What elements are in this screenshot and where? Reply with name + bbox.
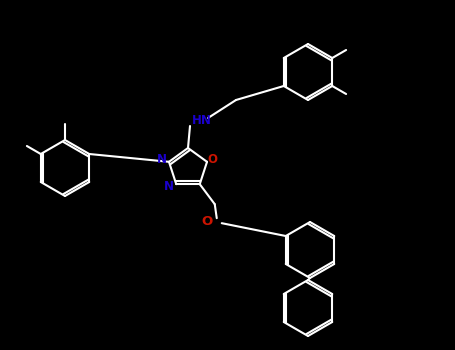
Text: O: O bbox=[201, 215, 212, 228]
Text: N: N bbox=[164, 180, 174, 193]
Text: HN: HN bbox=[192, 114, 212, 127]
Text: N: N bbox=[157, 153, 167, 166]
Text: O: O bbox=[207, 153, 217, 166]
